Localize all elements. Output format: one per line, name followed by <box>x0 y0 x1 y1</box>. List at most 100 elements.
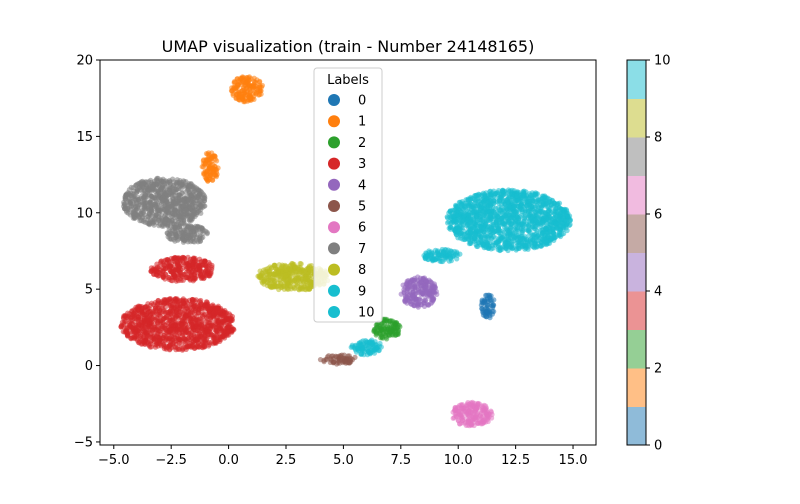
point-label-3 <box>206 339 212 346</box>
point-label-0 <box>489 308 496 314</box>
point-label-2 <box>381 325 387 331</box>
point-label-3 <box>193 321 199 327</box>
point-label-10 <box>506 203 512 210</box>
point-label-3 <box>157 338 163 344</box>
point-label-3 <box>136 329 142 335</box>
point-label-3 <box>128 336 134 342</box>
point-label-3 <box>142 304 148 310</box>
point-label-10 <box>526 242 532 248</box>
point-label-3 <box>151 322 158 328</box>
point-label-8 <box>271 280 278 286</box>
point-label-6 <box>471 422 477 429</box>
point-label-4 <box>404 294 410 300</box>
point-label-3 <box>191 271 197 277</box>
point-label-8 <box>281 281 287 288</box>
point-label-1 <box>213 167 220 173</box>
point-label-3 <box>222 307 228 314</box>
point-label-10 <box>483 239 490 245</box>
point-label-7 <box>185 197 191 204</box>
point-label-3 <box>161 344 167 350</box>
point-label-7 <box>131 188 137 194</box>
point-label-1 <box>245 98 251 104</box>
point-label-3 <box>126 325 132 331</box>
point-label-3 <box>168 310 174 316</box>
point-label-7 <box>168 201 174 207</box>
point-label-3 <box>221 329 227 335</box>
point-label-1 <box>232 79 238 85</box>
point-label-2 <box>386 325 392 331</box>
point-label-2 <box>384 336 390 342</box>
point-label-7 <box>177 213 183 219</box>
point-label-7 <box>125 191 132 197</box>
point-label-3 <box>192 258 198 264</box>
point-label-3 <box>185 335 191 341</box>
point-label-3 <box>204 323 210 330</box>
point-label-3 <box>172 315 178 321</box>
point-label-3 <box>188 319 194 325</box>
point-label-4 <box>420 286 426 292</box>
point-label-10 <box>446 210 452 216</box>
point-label-1 <box>202 162 208 168</box>
point-label-1 <box>230 91 236 97</box>
point-label-7 <box>166 177 173 184</box>
point-label-10 <box>481 203 488 209</box>
point-label-7 <box>140 214 146 220</box>
point-label-3 <box>168 330 174 336</box>
point-label-3 <box>212 339 218 346</box>
point-label-3 <box>176 299 182 305</box>
point-label-3 <box>167 315 173 321</box>
point-label-3 <box>121 324 127 330</box>
point-label-8 <box>298 281 304 288</box>
point-label-3 <box>171 305 177 311</box>
point-label-10 <box>513 232 519 238</box>
point-label-3 <box>161 301 167 307</box>
point-label-1 <box>257 78 263 84</box>
point-label-3 <box>153 272 159 278</box>
point-label-3 <box>222 321 228 327</box>
point-label-3 <box>172 275 178 281</box>
point-label-10 <box>483 221 489 227</box>
point-label-10 <box>460 236 466 242</box>
point-label-8 <box>259 270 265 276</box>
point-label-10 <box>542 193 548 199</box>
point-label-10 <box>473 192 480 199</box>
point-label-1 <box>251 84 257 90</box>
point-label-3 <box>166 274 172 281</box>
point-label-3 <box>138 333 144 339</box>
point-label-7 <box>187 183 193 189</box>
point-label-7 <box>170 232 176 238</box>
point-label-3 <box>153 318 159 324</box>
point-label-7 <box>160 217 166 223</box>
point-label-3 <box>170 258 176 264</box>
point-label-3 <box>176 305 183 311</box>
point-label-7 <box>190 224 196 230</box>
point-label-4 <box>415 274 421 280</box>
point-label-4 <box>402 298 408 304</box>
point-label-6 <box>469 401 475 407</box>
point-label-10 <box>478 239 484 245</box>
point-label-7 <box>125 207 131 213</box>
point-label-4 <box>407 278 414 285</box>
point-label-7 <box>149 208 155 215</box>
point-label-3 <box>124 333 131 339</box>
point-label-7 <box>156 183 162 189</box>
point-label-3 <box>122 318 128 324</box>
point-label-8 <box>305 265 312 272</box>
point-label-10 <box>465 236 471 242</box>
point-label-10 <box>509 187 515 193</box>
point-label-10 <box>556 200 563 206</box>
point-label-10 <box>493 217 499 223</box>
point-label-3 <box>139 341 145 347</box>
point-label-3 <box>146 319 152 325</box>
point-label-5 <box>335 360 341 366</box>
point-label-3 <box>205 263 211 269</box>
point-label-3 <box>174 267 181 273</box>
point-label-7 <box>189 212 195 218</box>
point-label-2 <box>393 327 399 333</box>
point-label-4 <box>415 279 421 285</box>
point-label-7 <box>176 223 182 230</box>
point-label-3 <box>163 334 169 340</box>
point-label-3 <box>148 344 154 350</box>
point-label-1 <box>242 82 248 88</box>
